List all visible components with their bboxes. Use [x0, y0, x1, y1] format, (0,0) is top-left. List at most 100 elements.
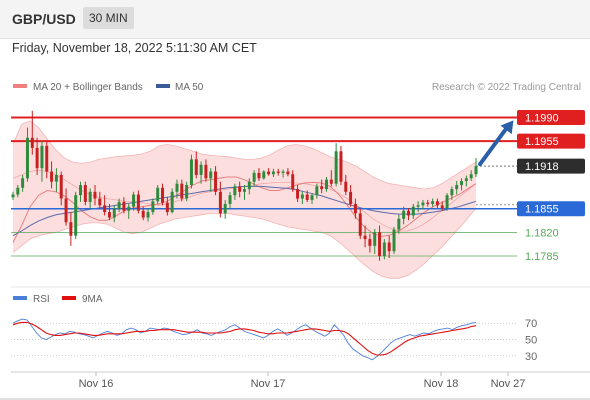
candle-body	[141, 210, 145, 218]
candle-body	[50, 171, 54, 182]
candle-body	[132, 194, 136, 207]
candle-body	[64, 198, 68, 223]
candle-body	[455, 185, 459, 190]
rsi-grid: 70 50 30	[11, 318, 537, 363]
candle-body	[402, 210, 406, 219]
legend-label-9ma: 9MA	[82, 294, 103, 305]
symbol-label: GBP/USD	[12, 11, 76, 27]
candle-body	[358, 213, 362, 236]
level-label-1.1855: 1.1855	[525, 204, 559, 216]
candle-body	[218, 191, 222, 214]
candle-body	[247, 181, 251, 190]
legend-swatch-rsi	[13, 296, 27, 300]
candle-body	[156, 187, 160, 202]
candle-body	[243, 189, 246, 192]
candle-body	[460, 181, 464, 186]
arrow-head	[500, 120, 514, 135]
bollinger-upper-line	[12, 120, 477, 190]
candle-body	[296, 189, 300, 199]
legend-swatch-ma50	[156, 84, 170, 88]
candle-body	[474, 166, 478, 175]
candle-body	[440, 205, 444, 209]
candle-body	[281, 171, 285, 173]
candle-body	[199, 164, 203, 175]
x-tick-label: Nov 27	[491, 378, 526, 390]
candle-body	[165, 202, 169, 213]
candle-body	[233, 186, 237, 196]
candle-body	[271, 171, 275, 175]
candle-body	[146, 212, 150, 218]
rsi-legend: RSI 9MA	[13, 294, 103, 305]
footer-line	[0, 398, 590, 400]
candle-body	[189, 159, 193, 186]
legend-label-ma50: MA 50	[175, 82, 204, 93]
candle-body	[103, 205, 107, 213]
candle-body	[69, 222, 73, 236]
timeframe-button[interactable]: 30 MIN	[83, 7, 134, 29]
level-tag-1.1855	[517, 201, 585, 217]
candle-body	[368, 239, 372, 246]
candle-body	[411, 206, 415, 216]
candle-body	[305, 194, 309, 200]
candle-body	[373, 232, 377, 246]
candle-body	[252, 172, 256, 182]
candle-body	[59, 174, 63, 199]
candle-body	[450, 189, 454, 196]
chart-legend: MA 20 + Bollinger Bands MA 50 Research ©…	[13, 82, 581, 93]
candle-body	[25, 137, 29, 179]
candle-body	[93, 191, 97, 199]
candle-body	[416, 205, 420, 207]
candle-body	[122, 201, 126, 211]
candle-body	[426, 202, 430, 204]
candle-body	[257, 172, 261, 179]
candle-body	[107, 212, 111, 218]
arrow-shaft	[478, 125, 509, 167]
candle-body	[185, 185, 189, 199]
candle-body	[54, 174, 58, 182]
level-label-1.1955: 1.1955	[525, 136, 559, 148]
candle-body	[320, 186, 324, 190]
x-tick-label: Nov 17	[251, 378, 286, 390]
candle-body	[30, 137, 34, 148]
candle-body	[223, 203, 227, 214]
candle-body	[11, 194, 15, 198]
bollinger-lower-line	[12, 207, 477, 279]
candle-body	[378, 232, 382, 256]
x-axis-ticks: Nov 16 Nov 17 Nov 18 Nov 27	[79, 372, 526, 390]
candle-body	[117, 201, 121, 209]
candle-body	[35, 147, 39, 169]
candle-body	[88, 191, 92, 202]
legend-swatch-9ma	[62, 296, 76, 300]
candle-body	[382, 242, 386, 256]
candle-body	[363, 235, 367, 240]
level-label-1.1918: 1.1918	[525, 161, 559, 173]
legend-label-ma20: MA 20 + Bollinger Bands	[33, 82, 143, 93]
credit-label: Research © 2022 Trading Central	[432, 82, 581, 93]
candle-body	[387, 242, 391, 252]
candle-body	[180, 183, 184, 199]
level-tag-1.1918	[517, 158, 585, 174]
level-tags: 1.1990 1.1955 1.1918 1.1855 1.1820 1.1785	[517, 110, 585, 263]
candle-body	[291, 174, 295, 190]
candle-body	[209, 171, 213, 179]
candle-body	[286, 171, 290, 175]
candle-body	[83, 185, 87, 202]
candle-body	[469, 174, 473, 179]
top-bar: GBP/USD 30 MIN	[0, 0, 590, 39]
level-label-1.1820: 1.1820	[525, 227, 559, 239]
candle-body	[329, 179, 333, 184]
candle-body	[112, 208, 116, 218]
candle-body	[392, 229, 396, 252]
candle-body	[74, 195, 78, 236]
candle-body	[151, 201, 155, 213]
rsi-tick-label-70: 70	[525, 318, 537, 330]
rsi-line	[12, 318, 477, 361]
candle-body	[445, 195, 449, 209]
rsi-tick-label-50: 50	[525, 335, 537, 347]
level-tag-1.1990	[517, 110, 585, 126]
candle-body	[127, 206, 131, 211]
candle-body	[228, 195, 232, 204]
candle-body	[421, 202, 425, 206]
candle-body	[79, 185, 83, 196]
